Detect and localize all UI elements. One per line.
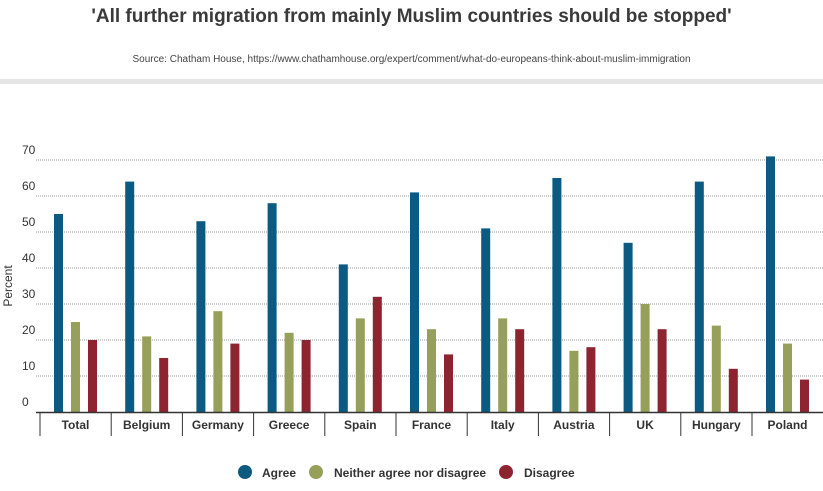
bar-agree-uk <box>623 242 633 412</box>
y-tick-label: 40 <box>22 251 36 265</box>
bar-disagree-uk <box>657 329 667 412</box>
y-tick-label: 20 <box>22 323 36 337</box>
x-tick-label: Greece <box>269 418 310 432</box>
bar-agree-greece <box>267 203 277 412</box>
bar-neither-austria <box>569 350 579 412</box>
x-tick-label: Poland <box>767 418 807 432</box>
bar-agree-hungary <box>694 181 704 412</box>
y-tick-label: 0 <box>22 395 29 409</box>
legend: Agree Neither agree nor disagree Disagree <box>238 465 575 480</box>
bar-agree-france <box>410 192 419 412</box>
bar-agree-belgium <box>125 181 135 412</box>
bar-agree-poland <box>766 156 775 412</box>
bar-disagree-greece <box>301 340 311 412</box>
y-tick-label: 30 <box>22 287 36 301</box>
bar-neither-uk <box>640 304 650 412</box>
bar-disagree-belgium <box>159 358 169 412</box>
legend-label-agree: Agree <box>262 466 296 480</box>
x-tick-label: France <box>412 418 452 432</box>
legend-label-disagree: Disagree <box>524 466 575 480</box>
x-axis: Total Belgium Germany Greece Spain France Ital… <box>36 411 823 436</box>
bar-disagree-austria <box>586 347 596 412</box>
bar-neither-france <box>427 329 436 412</box>
x-tick-label: Spain <box>344 418 377 432</box>
y-tick-label: 10 <box>22 359 36 373</box>
bar-neither-poland <box>783 343 792 412</box>
legend-marker-neither <box>309 465 323 479</box>
y-tick-label: 50 <box>22 215 36 229</box>
x-tick-label: Germany <box>192 418 244 432</box>
bar-neither-italy <box>498 318 508 412</box>
legend-label-neither: Neither agree nor disagree <box>334 466 486 480</box>
bar-disagree-france <box>444 354 453 412</box>
bar-neither-germany <box>213 311 223 412</box>
bar-disagree-hungary <box>728 368 738 412</box>
bar-neither-greece <box>284 332 294 412</box>
bar-agree-total <box>54 214 63 412</box>
bars <box>54 156 809 412</box>
y-axis-ticks: 0 10 20 30 40 50 60 70 <box>22 143 36 409</box>
bar-disagree-italy <box>515 329 525 412</box>
bar-agree-spain <box>338 264 348 412</box>
bar-disagree-total <box>88 340 97 412</box>
bar-agree-austria <box>552 178 562 412</box>
header-divider <box>0 79 823 84</box>
y-axis-label: Percent <box>1 265 15 307</box>
legend-marker-disagree <box>499 465 513 479</box>
bar-agree-italy <box>481 228 491 412</box>
bar-neither-belgium <box>142 336 152 412</box>
bar-neither-spain <box>355 318 365 412</box>
x-tick-label: Austria <box>553 418 595 432</box>
bar-disagree-germany <box>230 343 240 412</box>
legend-marker-agree <box>238 465 252 479</box>
x-tick-label: Belgium <box>123 418 170 432</box>
x-tick-label: Italy <box>491 418 515 432</box>
source-note: Source: Chatham House, https://www.chath… <box>132 54 691 65</box>
x-tick-label: UK <box>636 418 654 432</box>
bar-disagree-spain <box>372 296 382 412</box>
bar-disagree-poland <box>800 379 809 412</box>
chart-title: 'All further migration from mainly Musli… <box>91 6 732 27</box>
bar-agree-germany <box>196 221 206 412</box>
y-tick-label: 70 <box>22 143 36 157</box>
bar-neither-total <box>71 322 80 412</box>
x-tick-label: Total <box>62 418 90 432</box>
bar-neither-hungary <box>711 325 721 412</box>
x-tick-label: Hungary <box>692 418 741 432</box>
y-tick-label: 60 <box>22 179 36 193</box>
